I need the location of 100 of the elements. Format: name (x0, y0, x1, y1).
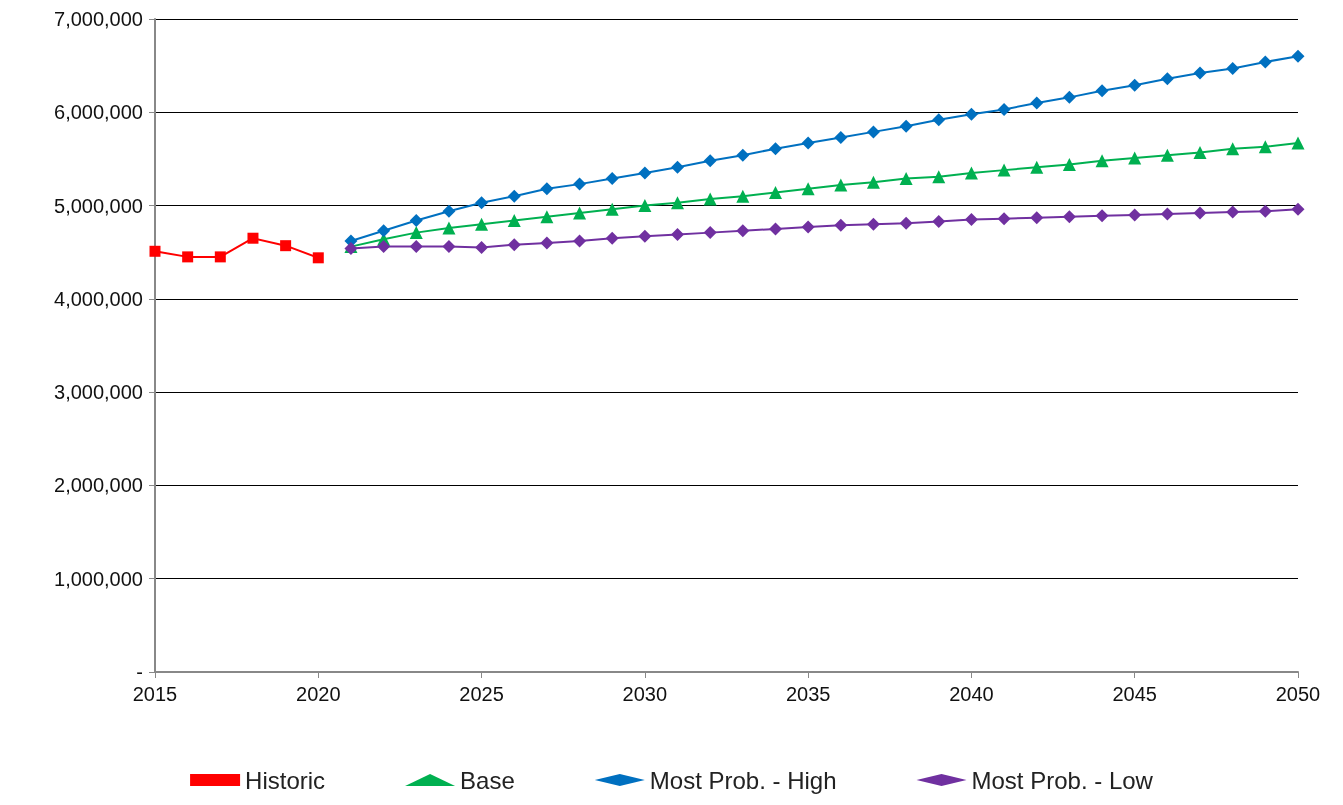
point (736, 189, 750, 203)
point (507, 238, 521, 252)
point (475, 217, 489, 231)
point (1160, 207, 1174, 221)
point (932, 113, 946, 127)
point (540, 182, 554, 196)
legend-label: Most Prob. - High (649, 766, 837, 794)
point (703, 226, 717, 240)
point (1128, 151, 1142, 165)
point (540, 236, 554, 250)
point (540, 210, 554, 224)
point (1258, 55, 1272, 69)
point (377, 240, 391, 254)
point (1095, 84, 1109, 98)
point (573, 206, 587, 220)
point (866, 175, 880, 189)
point (801, 182, 815, 196)
point (768, 222, 782, 236)
point (736, 224, 750, 238)
x-tick-label: 2025 (459, 683, 504, 705)
point (964, 166, 978, 180)
x-tick-label: 2015 (132, 683, 178, 705)
legend-label: Most Prob. - Low (971, 766, 1154, 794)
point (214, 251, 226, 263)
point (899, 216, 913, 230)
point (442, 240, 456, 254)
y-tick-label: 5,000,000 (54, 194, 143, 217)
point (1030, 211, 1044, 225)
point (638, 229, 652, 243)
point (964, 107, 978, 121)
point (1193, 145, 1207, 159)
point (1226, 142, 1240, 156)
point (703, 192, 717, 206)
point (703, 154, 717, 168)
point (182, 251, 194, 263)
point (475, 241, 489, 255)
point (409, 226, 423, 240)
point (932, 170, 946, 184)
point (1226, 205, 1240, 219)
x-tick-label: 2040 (949, 683, 994, 705)
point (1258, 204, 1272, 218)
point (997, 212, 1011, 226)
point (736, 148, 750, 162)
point (605, 172, 619, 186)
point (899, 119, 913, 133)
y-tick-label: 4,000,000 (54, 287, 143, 310)
point (834, 218, 848, 232)
point (247, 232, 259, 244)
point (899, 172, 913, 186)
point (834, 178, 848, 192)
point (573, 234, 587, 248)
point (638, 166, 652, 180)
point (1128, 78, 1142, 92)
point (1095, 154, 1109, 168)
point (638, 199, 652, 213)
y-tick-label: - (136, 661, 143, 683)
point (1062, 158, 1076, 172)
point (1193, 206, 1207, 220)
point (605, 231, 619, 245)
point (377, 224, 391, 238)
point (1030, 160, 1044, 174)
point (671, 160, 685, 174)
point (1062, 90, 1076, 104)
point (866, 217, 880, 231)
point (997, 163, 1011, 177)
point (475, 196, 489, 210)
point (1030, 96, 1044, 110)
y-tick-label: 3,000,000 (54, 381, 143, 404)
point (1291, 136, 1305, 150)
point (932, 214, 946, 228)
point (1128, 208, 1142, 222)
point (605, 202, 619, 216)
point (507, 189, 521, 203)
point (442, 221, 456, 235)
point (768, 186, 782, 200)
y-tick-label: 6,000,000 (54, 101, 143, 124)
point (507, 214, 521, 227)
point (1193, 66, 1207, 80)
point (671, 196, 685, 210)
point (1291, 202, 1305, 216)
x-tick-label: 2020 (296, 683, 341, 705)
point (997, 102, 1011, 116)
legend-label: Historic (245, 766, 326, 794)
point (1258, 140, 1272, 154)
y-tick-label: 7,000,000 (54, 8, 143, 30)
point (866, 125, 880, 139)
point (573, 177, 587, 191)
y-tick-label: 2,000,000 (54, 474, 143, 497)
point (1095, 209, 1109, 223)
point (149, 245, 161, 257)
point (1291, 49, 1305, 63)
point (409, 214, 423, 227)
point (442, 204, 456, 218)
point (1062, 210, 1076, 224)
x-tick-label: 2050 (1275, 683, 1321, 705)
x-tick-label: 2030 (622, 683, 668, 705)
point (801, 220, 815, 234)
point (409, 240, 423, 254)
legend-label: Base (460, 766, 515, 794)
point (312, 252, 324, 264)
